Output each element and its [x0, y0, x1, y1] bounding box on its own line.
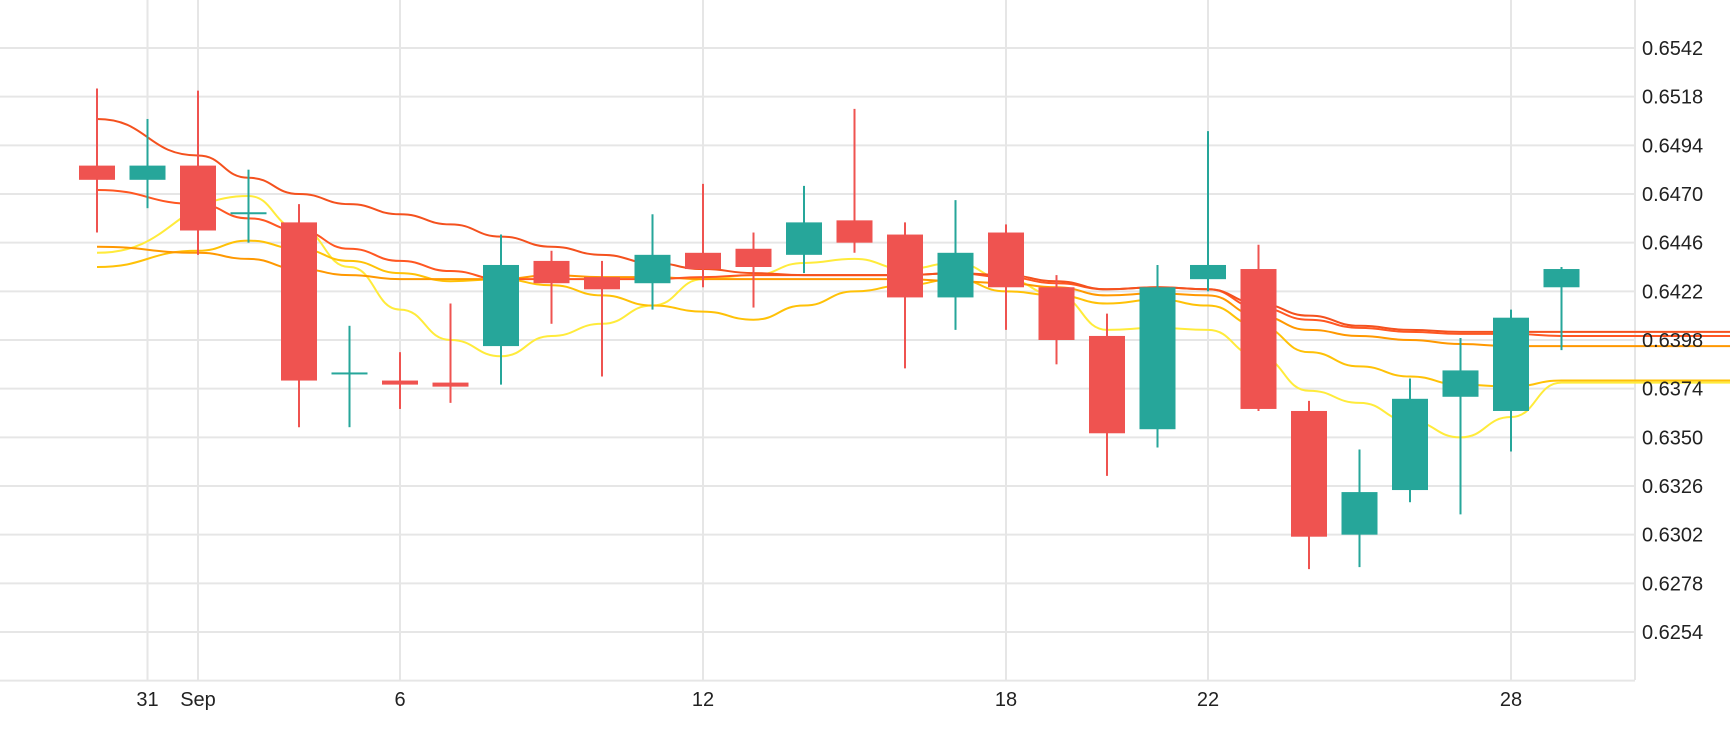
candle-body	[1493, 317, 1529, 411]
candle-body	[584, 277, 620, 290]
x-tick-label: 12	[692, 689, 714, 711]
candle-down	[887, 222, 923, 369]
candle-body	[735, 248, 772, 267]
candle-body	[79, 165, 115, 180]
x-tick-label: Sep	[180, 689, 216, 711]
candle-down	[735, 232, 772, 308]
candle-up	[937, 200, 974, 330]
candle-body	[1240, 269, 1277, 409]
candles	[79, 88, 1580, 570]
y-tick-label: 0.6542	[1642, 38, 1703, 60]
candle-up	[129, 118, 166, 209]
candle-body	[836, 220, 873, 243]
y-tick-label: 0.6470	[1642, 184, 1703, 206]
y-tick-label: 0.6350	[1642, 427, 1703, 449]
candle-body	[1139, 287, 1176, 430]
x-tick-label: 6	[394, 689, 405, 711]
candle-body	[634, 254, 671, 284]
candle-up	[1392, 378, 1428, 503]
candle-body	[1341, 492, 1378, 535]
x-tick-label: 31	[136, 689, 158, 711]
candle-up	[1341, 449, 1378, 568]
candle-down	[988, 224, 1024, 330]
y-tick-label: 0.6398	[1642, 330, 1703, 352]
y-tick-label: 0.6302	[1642, 525, 1703, 547]
candle-down	[1291, 400, 1327, 570]
candle-down	[836, 108, 873, 253]
candle-body	[281, 222, 317, 381]
candle-body	[1392, 398, 1428, 491]
candle-body	[180, 165, 216, 231]
candle-body	[937, 252, 974, 298]
axes: 0.6542 0.6518 0.6494 0.6470 0.6446 0.6422 0.63…	[136, 38, 1703, 711]
y-tick-label: 0.6494	[1642, 135, 1703, 157]
x-tick-label: 28	[1500, 689, 1522, 711]
candle-body	[887, 234, 923, 298]
candle-up	[1442, 337, 1479, 515]
candle-body	[1291, 410, 1327, 537]
candle-up	[786, 185, 822, 274]
candle-down	[1038, 275, 1075, 365]
y-tick-label: 0.6374	[1642, 379, 1703, 401]
candle-down	[432, 303, 469, 403]
y-tick-label: 0.6422	[1642, 281, 1703, 303]
y-tick-label: 0.6518	[1642, 87, 1703, 109]
y-tick-label: 0.6326	[1642, 476, 1703, 498]
candle-body	[1543, 269, 1580, 288]
candle-body	[129, 165, 166, 180]
candle-body	[382, 380, 418, 385]
candle-up	[331, 325, 368, 428]
candle-down	[685, 183, 721, 288]
candle-down	[1089, 313, 1125, 476]
candle-up	[230, 169, 267, 243]
candle-body	[786, 222, 822, 255]
grid	[0, 0, 1636, 682]
candle-body	[1089, 335, 1125, 434]
candle-up	[634, 214, 671, 310]
candle-down	[533, 250, 570, 324]
candle-up	[1543, 267, 1580, 351]
candle-body	[1038, 287, 1075, 340]
y-tick-label: 0.6446	[1642, 233, 1703, 255]
candle-body	[230, 212, 267, 215]
candle-up	[1139, 264, 1176, 448]
candle-down	[281, 204, 317, 428]
candle-body	[988, 232, 1024, 288]
y-tick-label: 0.6278	[1642, 573, 1703, 595]
candle-down	[382, 352, 418, 409]
moving-average-line	[96, 195, 1730, 439]
candle-body	[432, 382, 469, 387]
moving-average-line	[96, 117, 1730, 333]
y-tick-label: 0.6254	[1642, 622, 1703, 644]
x-tick-label: 22	[1197, 689, 1219, 711]
candle-down	[1240, 244, 1277, 411]
x-tick-label: 18	[995, 689, 1017, 711]
candle-up	[1190, 131, 1226, 292]
candle-body	[533, 260, 570, 284]
candle-up	[1493, 309, 1529, 452]
candle-body	[685, 252, 721, 270]
candle-body	[1442, 370, 1479, 397]
candle-down	[79, 88, 115, 233]
candle-down	[584, 260, 620, 377]
candle-up	[483, 234, 519, 385]
candle-body	[483, 264, 519, 347]
candle-body	[1190, 264, 1226, 280]
candle-body	[331, 372, 368, 375]
candle-down	[180, 90, 216, 255]
